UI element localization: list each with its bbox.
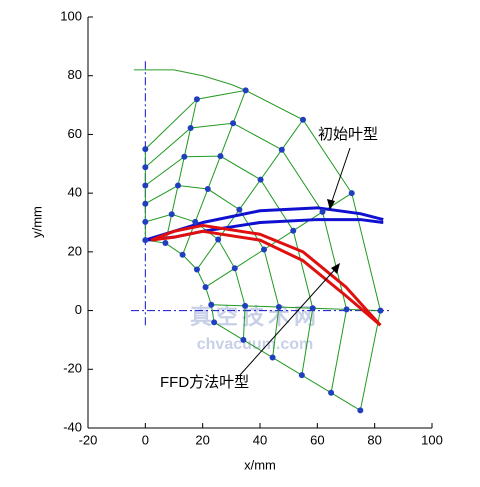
lattice-point bbox=[181, 153, 188, 160]
y-tick-label: 0 bbox=[75, 302, 82, 317]
y-tick-label: 80 bbox=[68, 67, 82, 82]
y-axis-label: y/mm bbox=[29, 206, 44, 238]
lattice-point bbox=[278, 146, 285, 153]
lattice-point bbox=[142, 200, 149, 207]
lattice-point bbox=[162, 240, 169, 247]
lattice-point bbox=[269, 354, 276, 361]
lattice-point bbox=[187, 124, 194, 131]
lattice-point bbox=[275, 304, 282, 311]
lattice-point bbox=[202, 284, 209, 291]
x-tick-label: 60 bbox=[310, 432, 324, 447]
lattice-point bbox=[377, 307, 384, 314]
x-axis-label: x/mm bbox=[244, 457, 276, 472]
lattice-point bbox=[343, 306, 350, 313]
annotation: 初始叶型 bbox=[318, 126, 378, 143]
lattice-point bbox=[208, 301, 215, 308]
x-tick-label: 0 bbox=[142, 432, 149, 447]
lattice-point bbox=[319, 208, 326, 215]
lattice-point bbox=[142, 218, 149, 225]
lattice-point bbox=[236, 206, 243, 213]
lattice-point bbox=[261, 246, 268, 253]
lattice-point bbox=[142, 237, 149, 244]
y-tick-label: -40 bbox=[63, 419, 82, 434]
lattice-point bbox=[242, 302, 249, 309]
lattice-point bbox=[257, 176, 264, 183]
lattice-point bbox=[230, 120, 237, 127]
lattice-point bbox=[231, 265, 238, 272]
annotation-arrow bbox=[239, 265, 339, 376]
curve bbox=[150, 229, 382, 327]
watermark: chvacuum.com bbox=[197, 336, 313, 353]
lattice-point bbox=[348, 190, 355, 197]
annotation: FFD方法叶型 bbox=[160, 374, 249, 391]
lattice-point bbox=[142, 164, 149, 171]
lattice-point bbox=[193, 266, 200, 273]
lattice-column bbox=[164, 99, 198, 244]
y-tick-label: 60 bbox=[68, 126, 82, 141]
lattice-column bbox=[213, 321, 361, 411]
lattice-point bbox=[300, 116, 306, 123]
lattice-point bbox=[215, 236, 222, 243]
lattice-point bbox=[179, 251, 186, 258]
arrow-head bbox=[327, 199, 335, 210]
annotation-arrow bbox=[329, 147, 351, 208]
lattice-point bbox=[328, 389, 335, 396]
lattice-column bbox=[196, 119, 304, 270]
x-tick-label: -20 bbox=[79, 432, 98, 447]
lattice-point bbox=[298, 372, 305, 379]
lattice-point bbox=[192, 218, 199, 225]
lattice-point bbox=[217, 153, 224, 160]
y-tick-label: -20 bbox=[63, 361, 82, 376]
lattice-point bbox=[204, 186, 211, 193]
lattice-point bbox=[240, 336, 247, 343]
y-tick-label: 40 bbox=[68, 185, 82, 200]
lattice-point bbox=[357, 407, 364, 414]
x-tick-label: 80 bbox=[367, 432, 381, 447]
y-tick-label: 100 bbox=[60, 8, 82, 23]
lattice-point bbox=[309, 305, 316, 312]
x-tick-label: 20 bbox=[195, 432, 209, 447]
lattice-point bbox=[175, 182, 182, 189]
x-tick-label: 40 bbox=[253, 432, 267, 447]
arrow-head bbox=[331, 263, 340, 274]
y-tick-label: 20 bbox=[68, 243, 82, 258]
lattice-point bbox=[211, 319, 218, 326]
watermark: 真空技术网 bbox=[190, 304, 320, 330]
lattice-column bbox=[211, 304, 381, 312]
lattice-point bbox=[290, 227, 297, 234]
lattice-point bbox=[193, 96, 200, 103]
lattice-point bbox=[142, 182, 149, 189]
x-tick-label: 100 bbox=[421, 432, 443, 447]
lattice-point bbox=[142, 146, 149, 153]
curve bbox=[133, 69, 246, 91]
curve bbox=[150, 223, 382, 327]
lattice-point bbox=[242, 87, 249, 94]
lattice-point bbox=[168, 211, 175, 218]
